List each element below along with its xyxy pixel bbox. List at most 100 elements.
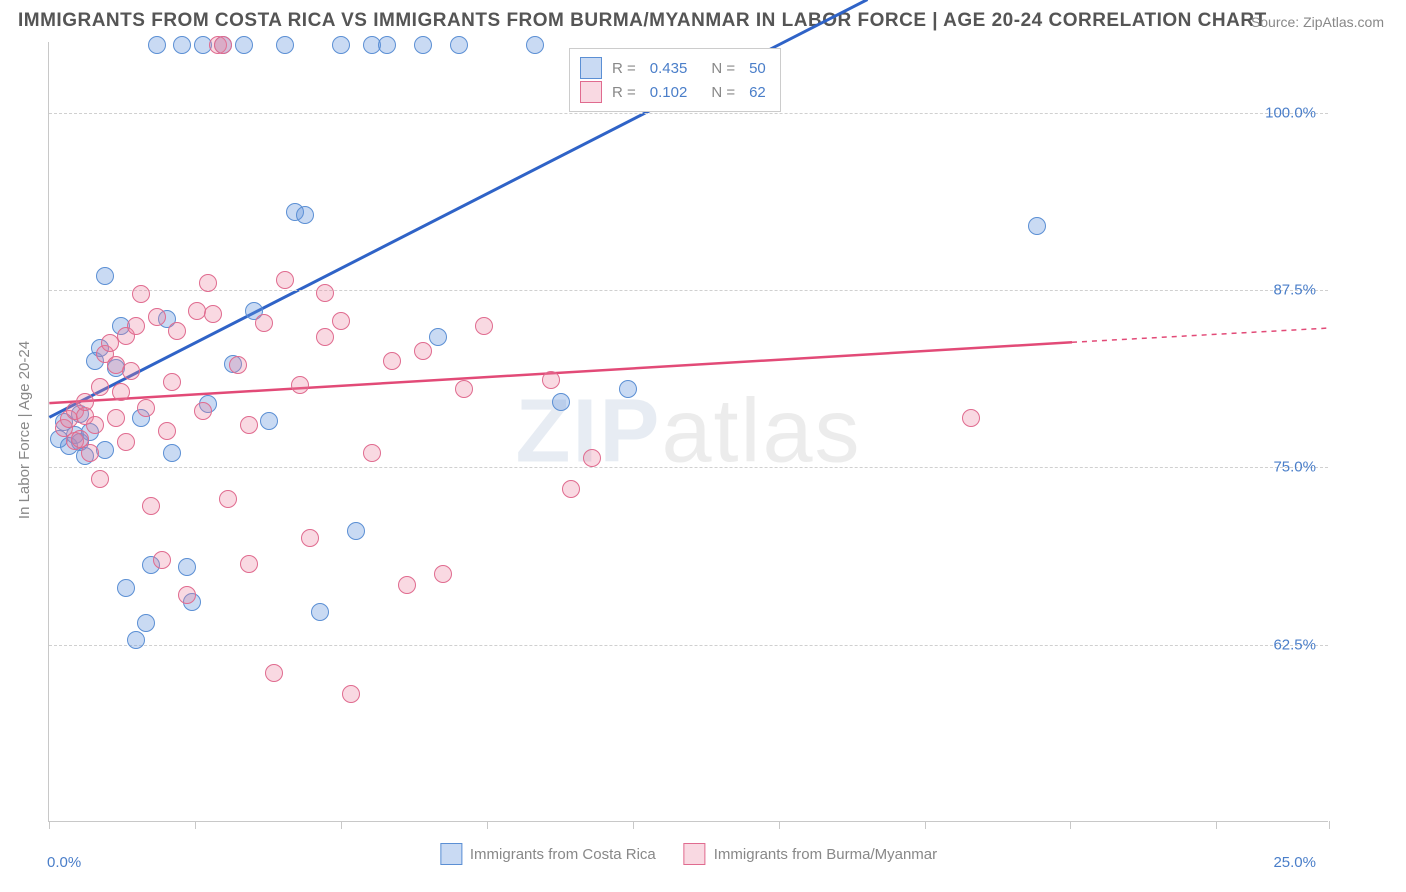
- scatter-point: [204, 305, 222, 323]
- scatter-point: [542, 371, 560, 389]
- legend-n-label: N =: [711, 84, 735, 101]
- scatter-point: [96, 267, 114, 285]
- scatter-point: [214, 36, 232, 54]
- scatter-point: [199, 274, 217, 292]
- scatter-point: [91, 470, 109, 488]
- x-tick: [49, 821, 50, 829]
- scatter-point: [107, 409, 125, 427]
- legend-swatch: [580, 81, 602, 103]
- gridline: [49, 645, 1328, 646]
- legend-item: Immigrants from Costa Rica: [440, 843, 656, 865]
- scatter-point: [619, 380, 637, 398]
- scatter-point: [148, 308, 166, 326]
- scatter-point: [173, 36, 191, 54]
- scatter-point: [153, 551, 171, 569]
- scatter-point: [219, 490, 237, 508]
- scatter-point: [127, 317, 145, 335]
- scatter-point: [96, 441, 114, 459]
- scatter-point: [1028, 217, 1046, 235]
- x-tick: [633, 821, 634, 829]
- legend-swatch: [684, 843, 706, 865]
- legend-n-value: 50: [749, 60, 766, 77]
- x-tick: [779, 821, 780, 829]
- x-tick-label: 0.0%: [47, 854, 81, 871]
- scatter-point: [260, 412, 278, 430]
- scatter-point: [316, 284, 334, 302]
- legend-r-value: 0.435: [650, 60, 688, 77]
- scatter-point: [347, 522, 365, 540]
- scatter-point: [132, 285, 150, 303]
- scatter-point: [91, 378, 109, 396]
- scatter-point: [229, 356, 247, 374]
- scatter-point: [276, 271, 294, 289]
- scatter-point: [276, 36, 294, 54]
- y-tick-label: 100.0%: [1265, 104, 1316, 121]
- legend-n-label: N =: [711, 60, 735, 77]
- scatter-point: [117, 433, 135, 451]
- y-axis-label: In Labor Force | Age 20-24: [16, 341, 33, 519]
- scatter-point: [137, 614, 155, 632]
- scatter-point: [86, 416, 104, 434]
- legend-r-value: 0.102: [650, 84, 688, 101]
- scatter-point: [332, 36, 350, 54]
- legend-row: R =0.102N =62: [580, 81, 770, 103]
- scatter-point: [163, 373, 181, 391]
- scatter-point: [526, 36, 544, 54]
- y-tick-label: 75.0%: [1273, 459, 1316, 476]
- scatter-point: [178, 586, 196, 604]
- y-tick-label: 87.5%: [1273, 282, 1316, 299]
- trendlines-svg: [49, 42, 1328, 821]
- scatter-point: [342, 685, 360, 703]
- scatter-point: [378, 36, 396, 54]
- gridline: [49, 290, 1328, 291]
- scatter-point: [158, 422, 176, 440]
- scatter-point: [178, 558, 196, 576]
- scatter-point: [434, 565, 452, 583]
- legend-series-label: Immigrants from Burma/Myanmar: [714, 846, 937, 863]
- legend-swatch: [440, 843, 462, 865]
- scatter-point: [127, 631, 145, 649]
- scatter-point: [122, 362, 140, 380]
- scatter-point: [291, 376, 309, 394]
- watermark-light: atlas: [661, 381, 861, 481]
- gridline: [49, 467, 1328, 468]
- scatter-point: [414, 36, 432, 54]
- scatter-point: [255, 314, 273, 332]
- correlation-legend: R = 0.435 N = 50R = 0.102 N = 62: [569, 48, 781, 112]
- scatter-point: [383, 352, 401, 370]
- scatter-point: [332, 312, 350, 330]
- scatter-point: [296, 206, 314, 224]
- scatter-point: [316, 328, 334, 346]
- scatter-point: [240, 416, 258, 434]
- x-tick-label: 25.0%: [1273, 854, 1316, 871]
- legend-row: R = 0.435 N = 50: [580, 57, 770, 79]
- scatter-point: [265, 664, 283, 682]
- legend-item: Immigrants from Burma/Myanmar: [684, 843, 937, 865]
- scatter-point: [81, 444, 99, 462]
- legend-n-value: 62: [749, 84, 766, 101]
- scatter-point: [398, 576, 416, 594]
- scatter-point: [76, 393, 94, 411]
- scatter-point: [552, 393, 570, 411]
- scatter-point: [450, 36, 468, 54]
- plot-area: ZIPatlas R =0.435N =50R =0.102N =62 Immi…: [48, 42, 1328, 822]
- x-tick: [341, 821, 342, 829]
- scatter-point: [301, 529, 319, 547]
- scatter-point: [235, 36, 253, 54]
- x-tick: [1070, 821, 1071, 829]
- x-tick: [195, 821, 196, 829]
- scatter-point: [142, 497, 160, 515]
- scatter-point: [583, 449, 601, 467]
- legend-swatch: [580, 57, 602, 79]
- legend-r-label: R =: [612, 60, 636, 77]
- trend-line-dashed: [1072, 328, 1328, 342]
- y-tick-label: 62.5%: [1273, 636, 1316, 653]
- chart-title: IMMIGRANTS FROM COSTA RICA VS IMMIGRANTS…: [18, 10, 1267, 32]
- gridline: [49, 113, 1328, 114]
- scatter-point: [363, 444, 381, 462]
- scatter-point: [148, 36, 166, 54]
- scatter-point: [962, 409, 980, 427]
- scatter-point: [117, 579, 135, 597]
- scatter-point: [163, 444, 181, 462]
- scatter-point: [562, 480, 580, 498]
